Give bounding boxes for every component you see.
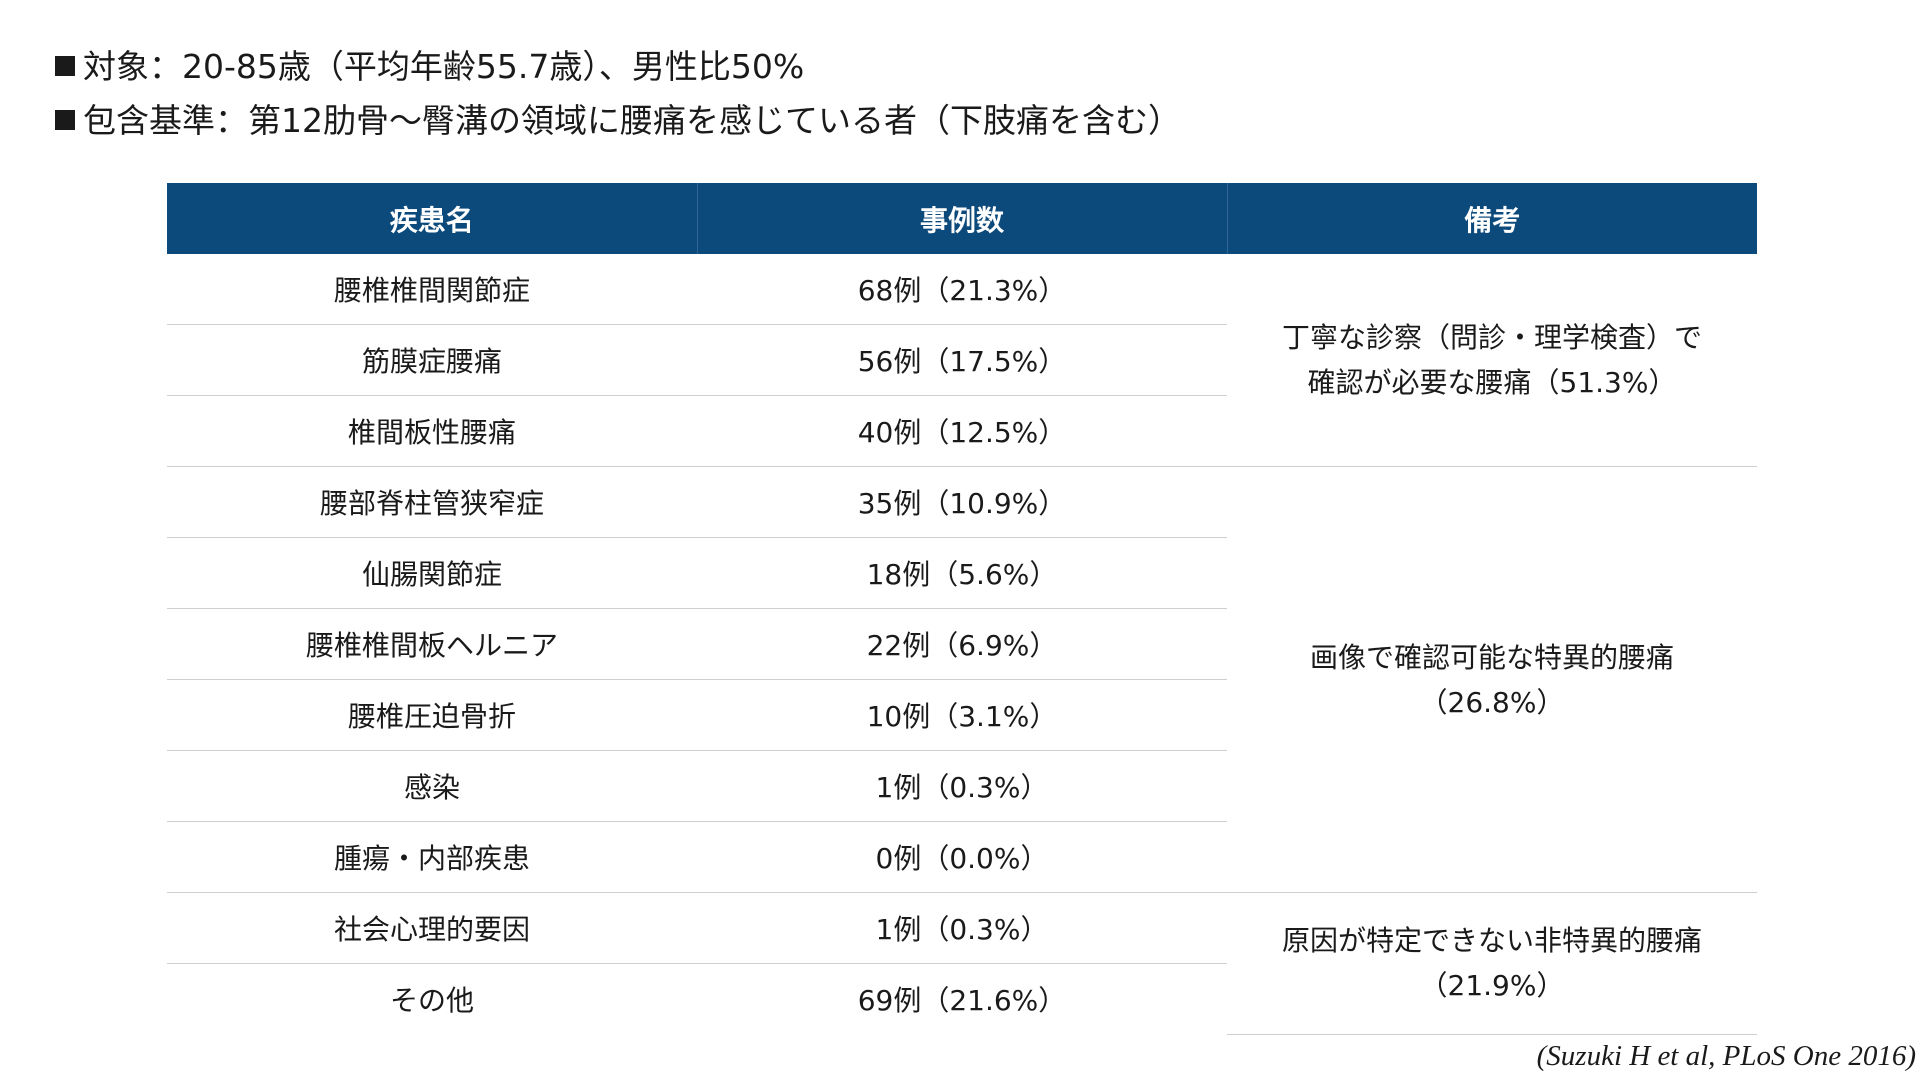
subject-line: 対象：20-85歳（平均年齢55.7歳）、男性比50%: [55, 40, 1855, 94]
inclusion-criteria-text: 包含基準：第12肋骨～臀溝の領域に腰痛を感じている者（下肢痛を含む）: [83, 101, 1181, 140]
cases-cell: 35例（10.9%）: [697, 466, 1227, 538]
lumbago-table-container: 疾患名 事例数 備考 腰椎椎間関節症 68例（21.3%） 丁寧な診察（問診・理…: [167, 183, 1757, 1035]
disease-cell: 感染: [167, 750, 697, 822]
disease-cell: 腰椎椎間関節症: [167, 254, 697, 325]
table-row: 腰椎椎間関節症 68例（21.3%） 丁寧な診察（問診・理学検査）で 確認が必要…: [167, 254, 1757, 467]
remark-line: 確認が必要な腰痛（51.3%）: [1307, 366, 1677, 399]
remark-cell: 丁寧な診察（問診・理学検査）で 確認が必要な腰痛（51.3%）: [1227, 254, 1757, 467]
disease-cell: 腰椎椎間板ヘルニア: [167, 608, 697, 680]
cases-cell: 22例（6.9%）: [697, 608, 1227, 680]
square-bullet-icon: [55, 110, 75, 130]
remark-line: 丁寧な診察（問診・理学検査）で: [1281, 321, 1702, 354]
remark-line: 画像で確認可能な特異的腰痛: [1309, 640, 1674, 674]
intro-section: 対象：20-85歳（平均年齢55.7歳）、男性比50% 包含基準：第12肋骨～臀…: [55, 40, 1855, 148]
disease-cell: 腰椎圧迫骨折: [167, 679, 697, 751]
cases-cell: 69例（21.6%）: [857, 984, 1067, 1017]
disease-cell: その他: [389, 984, 474, 1017]
cases-cell: 56例（17.5%）: [697, 324, 1227, 396]
table-row: その他 69例（21.6%）: [167, 964, 1757, 1035]
cases-cell: 10例（3.1%）: [697, 679, 1227, 751]
table-header-row: 疾患名 事例数 備考: [167, 183, 1757, 254]
square-bullet-icon: [55, 56, 75, 76]
disease-cell: 社会心理的要因: [167, 892, 697, 964]
table-row: 腰部脊柱管狭窄症 35例（10.9%） 画像で確認可能な特異的腰痛 （26.8%…: [167, 466, 1757, 893]
table-row: 筋膜症腰痛 56例（17.5%）: [167, 324, 1757, 396]
cases-cell: 1例（0.3%）: [697, 750, 1227, 822]
cases-cell: 1例（0.3%）: [697, 892, 1227, 964]
cases-cell: 40例（12.5%）: [697, 395, 1227, 467]
table-row: 腰椎圧迫骨折 10例（3.1%）: [167, 679, 1757, 751]
remark-cell: 原因が特定できない非特異的腰痛 （21.9%）: [1227, 892, 1757, 1035]
citation: (Suzuki H et al, PLoS One 2016): [1536, 1040, 1916, 1072]
lumbago-table: 疾患名 事例数 備考 腰椎椎間関節症 68例（21.3%） 丁寧な診察（問診・理…: [167, 183, 1757, 1035]
disease-cell: 腰部脊柱管狭窄症: [167, 466, 697, 538]
remark-cell: 画像で確認可能な特異的腰痛 （26.8%）: [1227, 466, 1757, 893]
disease-cell: 筋膜症腰痛: [167, 324, 697, 396]
cases-cell: 68例（21.3%）: [697, 254, 1227, 325]
table-row: 仙腸関節症 18例（5.6%）: [167, 537, 1757, 609]
disease-cell: 仙腸関節症: [167, 537, 697, 609]
remark-line: （21.9%）: [1419, 969, 1565, 1003]
subject-text: 対象：20-85歳（平均年齢55.7歳）、男性比50%: [83, 47, 805, 86]
table-row: 腫瘍・内部疾患 0例（0.0%）: [167, 821, 1757, 893]
inclusion-criteria-line: 包含基準：第12肋骨～臀溝の領域に腰痛を感じている者（下肢痛を含む）: [55, 94, 1855, 148]
table-row: 社会心理的要因 1例（0.3%） 原因が特定できない非特異的腰痛 （21.9%）: [167, 892, 1757, 1035]
remark-line: （26.8%）: [1419, 685, 1565, 719]
disease-cell: 椎間板性腰痛: [167, 395, 697, 467]
remark-line: 原因が特定できない非特異的腰痛: [1281, 924, 1702, 958]
disease-cell: 腫瘍・内部疾患: [167, 821, 697, 893]
table-row: 腰椎椎間板ヘルニア 22例（6.9%）: [167, 608, 1757, 680]
table-row: 感染 1例（0.3%）: [167, 750, 1757, 822]
cases-cell: 18例（5.6%）: [697, 537, 1227, 609]
header-disease: 疾患名: [167, 183, 698, 254]
cases-cell: 0例（0.0%）: [697, 821, 1227, 893]
header-cases: 事例数: [697, 183, 1228, 254]
table-row: 椎間板性腰痛 40例（12.5%）: [167, 395, 1757, 467]
header-remarks: 備考: [1227, 183, 1757, 254]
